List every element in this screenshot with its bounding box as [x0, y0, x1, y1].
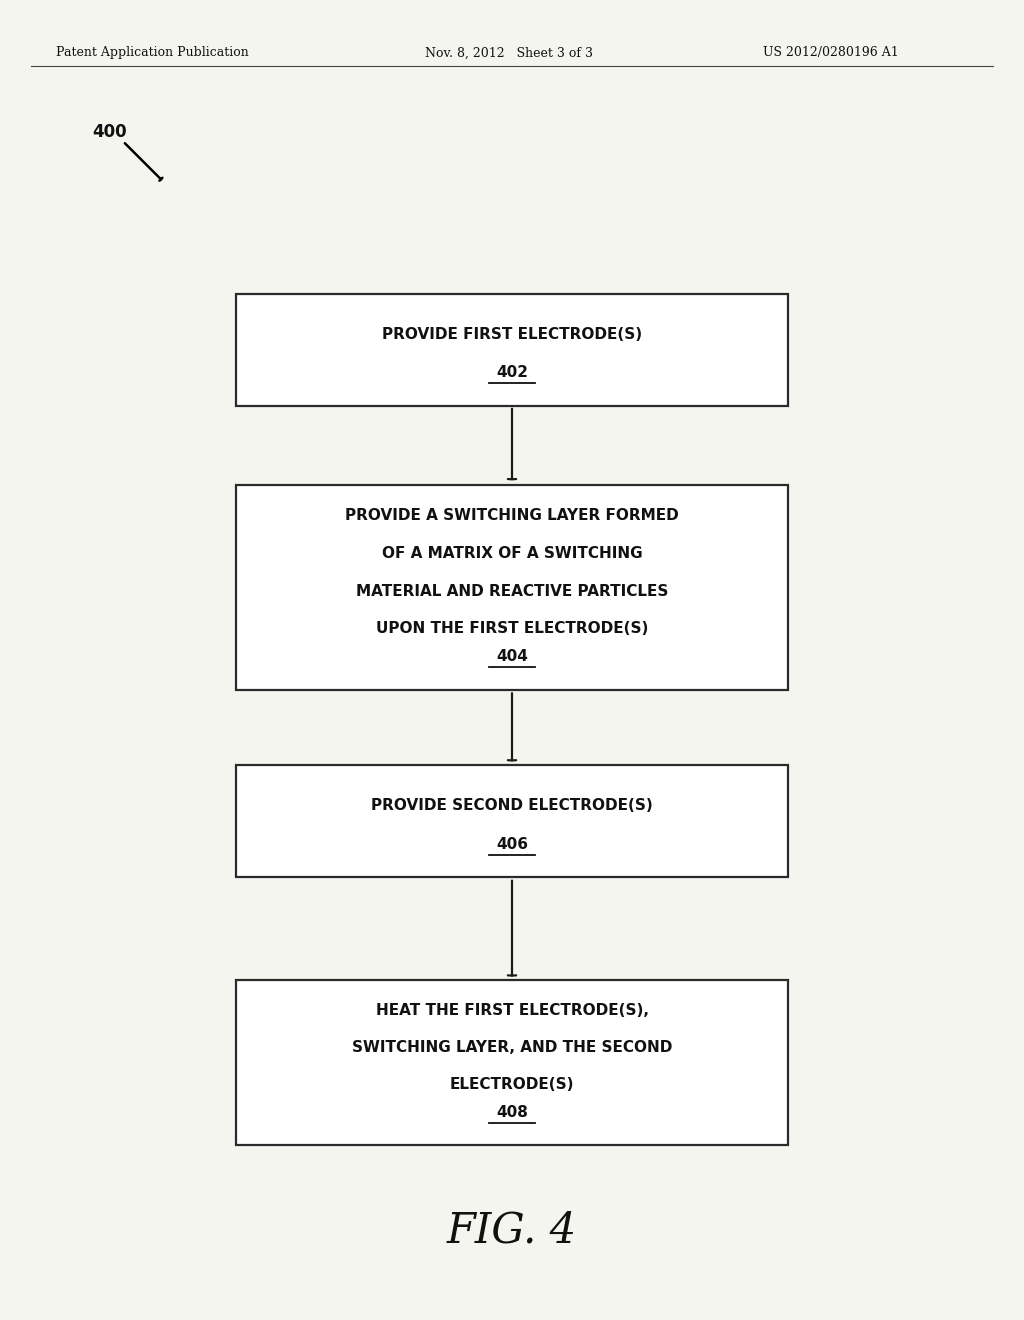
Text: PROVIDE SECOND ELECTRODE(S): PROVIDE SECOND ELECTRODE(S) [371, 799, 653, 813]
Text: OF A MATRIX OF A SWITCHING: OF A MATRIX OF A SWITCHING [382, 545, 642, 561]
Text: 400: 400 [92, 123, 127, 141]
FancyBboxPatch shape [236, 979, 788, 1144]
Text: UPON THE FIRST ELECTRODE(S): UPON THE FIRST ELECTRODE(S) [376, 622, 648, 636]
Text: US 2012/0280196 A1: US 2012/0280196 A1 [763, 46, 899, 59]
FancyBboxPatch shape [236, 294, 788, 407]
Text: Nov. 8, 2012   Sheet 3 of 3: Nov. 8, 2012 Sheet 3 of 3 [425, 46, 593, 59]
Text: 402: 402 [496, 366, 528, 380]
Text: FIG. 4: FIG. 4 [446, 1209, 578, 1251]
FancyBboxPatch shape [236, 484, 788, 689]
Text: 404: 404 [496, 649, 528, 664]
Text: MATERIAL AND REACTIVE PARTICLES: MATERIAL AND REACTIVE PARTICLES [355, 583, 669, 599]
Text: PROVIDE FIRST ELECTRODE(S): PROVIDE FIRST ELECTRODE(S) [382, 327, 642, 342]
Text: PROVIDE A SWITCHING LAYER FORMED: PROVIDE A SWITCHING LAYER FORMED [345, 508, 679, 523]
Text: ELECTRODE(S): ELECTRODE(S) [450, 1077, 574, 1092]
Text: 406: 406 [496, 837, 528, 851]
FancyBboxPatch shape [236, 764, 788, 876]
Text: Patent Application Publication: Patent Application Publication [56, 46, 249, 59]
Text: HEAT THE FIRST ELECTRODE(S),: HEAT THE FIRST ELECTRODE(S), [376, 1003, 648, 1018]
Text: SWITCHING LAYER, AND THE SECOND: SWITCHING LAYER, AND THE SECOND [352, 1040, 672, 1055]
Text: 408: 408 [496, 1105, 528, 1119]
